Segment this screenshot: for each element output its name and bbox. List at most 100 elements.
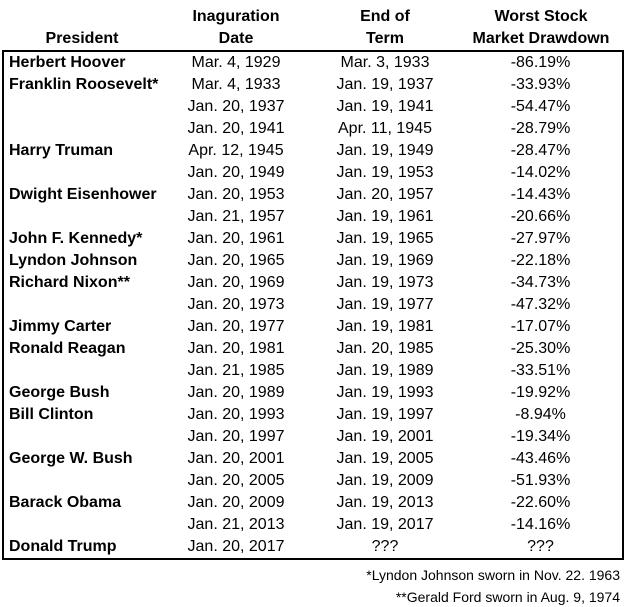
drawdown-cell: -22.60% (510, 494, 571, 511)
president-cell (3, 96, 161, 118)
header-row: President Inaguration Date End of Term W… (3, 6, 623, 51)
drawdown-cell: -14.16% (510, 516, 571, 533)
end-of-term-cell: Jan. 19, 1965 (336, 230, 434, 247)
inauguration-date-cell: Jan. 20, 1981 (187, 340, 285, 357)
president-cell (3, 470, 161, 492)
inauguration-date-cell: Jan. 20, 1953 (187, 186, 285, 203)
drawdown-cell: -34.73% (510, 274, 571, 291)
drawdown-cell: -33.93% (510, 76, 571, 93)
table-row: Jan. 20, 1941 Apr. 11, 1945 -28.79% (3, 118, 623, 140)
inauguration-date-cell: Jan. 20, 1965 (187, 252, 285, 269)
end-of-term-cell: Jan. 19, 2005 (336, 450, 434, 467)
president-cell (3, 206, 161, 228)
president-cell: George W. Bush (9, 450, 133, 467)
header-president-line1 (3, 6, 161, 28)
end-of-term-cell: Jan. 20, 1985 (336, 340, 434, 357)
drawdown-cell: -86.19% (510, 54, 571, 71)
table-row: Jan. 21, 2013 Jan. 19, 2017 -14.16% (3, 514, 623, 536)
inauguration-date-cell: Jan. 20, 1993 (187, 406, 285, 423)
header-inauguration-line1: Inaguration (192, 8, 280, 25)
end-of-term-cell: ??? (371, 538, 399, 555)
drawdown-cell: -8.94% (515, 406, 566, 423)
president-cell: John F. Kennedy* (9, 230, 143, 247)
inauguration-date-cell: Jan. 21, 1957 (187, 208, 285, 225)
drawdown-cell: ??? (527, 538, 554, 555)
drawdown-cell: -19.34% (510, 428, 571, 445)
inauguration-date-cell: Jan. 20, 1941 (187, 120, 285, 137)
header-inauguration-date: Inaguration Date (161, 6, 311, 51)
drawdown-cell: -17.07% (510, 318, 571, 335)
end-of-term-cell: Jan. 19, 1981 (336, 318, 434, 335)
president-cell: Harry Truman (9, 142, 114, 159)
end-of-term-cell: Jan. 20, 1957 (336, 186, 434, 203)
end-of-term-cell: Jan. 19, 2013 (336, 494, 434, 511)
end-of-term-cell: Jan. 19, 1969 (336, 252, 434, 269)
president-cell (3, 118, 161, 140)
inauguration-date-cell: Mar. 4, 1933 (191, 76, 281, 93)
end-of-term-cell: Jan. 19, 1989 (336, 362, 434, 379)
president-cell: Bill Clinton (9, 406, 94, 423)
header-worst-drawdown-line1: Worst Stock (494, 8, 588, 25)
end-of-term-cell: Jan. 19, 1973 (336, 274, 434, 291)
president-cell (3, 360, 161, 382)
inauguration-date-cell: Jan. 20, 1989 (187, 384, 285, 401)
inauguration-date-cell: Jan. 20, 1973 (187, 296, 285, 313)
table-row: Franklin Roosevelt* Mar. 4, 1933 Jan. 19, … (3, 74, 623, 96)
drawdown-cell: -25.30% (510, 340, 571, 357)
end-of-term-cell: Jan. 19, 1961 (336, 208, 434, 225)
president-cell: Dwight Eisenhower (9, 186, 157, 203)
header-worst-drawdown-line2: Market Drawdown (472, 30, 610, 47)
inauguration-date-cell: Jan. 20, 1969 (187, 274, 285, 291)
president-cell: Ronald Reagan (9, 340, 126, 357)
table-row: Jimmy Carter Jan. 20, 1977 Jan. 19, 1981 -1… (3, 316, 623, 338)
table-row: Donald Trump Jan. 20, 2017?????? (3, 536, 623, 559)
president-cell: Lyndon Johnson (9, 252, 138, 269)
president-cell: Franklin Roosevelt* (9, 76, 159, 93)
end-of-term-cell: Jan. 19, 2017 (336, 516, 434, 533)
drawdown-cell: -28.79% (510, 120, 571, 137)
drawdown-cell: -27.97% (510, 230, 571, 247)
inauguration-date-cell: Jan. 20, 1997 (187, 428, 285, 445)
drawdown-cell: -22.18% (510, 252, 571, 269)
table-row: Bill Clinton Jan. 20, 1993 Jan. 19, 1997 -8… (3, 404, 623, 426)
drawdown-cell: -51.93% (510, 472, 571, 489)
drawdown-cell: -43.46% (510, 450, 571, 467)
table-row: John F. Kennedy* Jan. 20, 1961 Jan. 19, 19… (3, 228, 623, 250)
drawdown-cell: -33.51% (510, 362, 571, 379)
header-end-of-term-line2: Term (366, 30, 404, 47)
table-row: Jan. 20, 1997 Jan. 19, 2001 -19.34% (3, 426, 623, 448)
inauguration-date-cell: Jan. 20, 2005 (187, 472, 285, 489)
inauguration-date-cell: Jan. 21, 2013 (187, 516, 285, 533)
table-row: Ronald Reagan Jan. 20, 1981 Jan. 20, 1985 -… (3, 338, 623, 360)
drawdown-cell: -14.43% (510, 186, 571, 203)
table-row: Richard Nixon** Jan. 20, 1969 Jan. 19, 197… (3, 272, 623, 294)
header-end-of-term: End of Term (311, 6, 459, 51)
drawdown-cell: -20.66% (510, 208, 571, 225)
table-header: President Inaguration Date End of Term W… (3, 6, 623, 51)
table-row: George W. Bush Jan. 20, 2001 Jan. 19, 2005… (3, 448, 623, 470)
president-cell: George Bush (9, 384, 110, 401)
drawdown-cell: -28.47% (510, 142, 571, 159)
table-row: Jan. 20, 1937 Jan. 19, 1941 -54.47% (3, 96, 623, 118)
president-cell: Jimmy Carter (9, 318, 112, 335)
table-body: Herbert Hoover Mar. 4, 1929 Mar. 3, 1933 -8… (3, 51, 623, 559)
table-row: Jan. 21, 1985 Jan. 19, 1989 -33.51% (3, 360, 623, 382)
inauguration-date-cell: Jan. 20, 2001 (187, 450, 285, 467)
end-of-term-cell: Apr. 11, 1945 (338, 120, 432, 137)
inauguration-date-cell: Jan. 20, 1937 (187, 98, 285, 115)
end-of-term-cell: Jan. 19, 1941 (336, 98, 434, 115)
end-of-term-cell: Mar. 3, 1933 (340, 54, 430, 71)
table-row: Herbert Hoover Mar. 4, 1929 Mar. 3, 1933 -8… (3, 51, 623, 74)
end-of-term-cell: Jan. 19, 2009 (336, 472, 434, 489)
table-row: George Bush Jan. 20, 1989 Jan. 19, 1993 -19… (3, 382, 623, 404)
end-of-term-cell: Jan. 19, 1953 (336, 164, 434, 181)
table-row: Harry Truman Apr. 12, 1945 Jan. 19, 1949 -2… (3, 140, 623, 162)
header-president: President (3, 6, 161, 51)
president-cell (3, 514, 161, 536)
table-row: Lyndon Johnson Jan. 20, 1965 Jan. 19, 1969… (3, 250, 623, 272)
footnote-johnson: *Lyndon Johnson sworn in Nov. 22. 1963 (366, 567, 620, 583)
inauguration-date-cell: Jan. 20, 1949 (187, 164, 285, 181)
inauguration-date-cell: Jan. 20, 2009 (187, 494, 285, 511)
end-of-term-cell: Jan. 19, 1937 (336, 76, 434, 93)
table-row: Barack Obama Jan. 20, 2009 Jan. 19, 2013 -2… (3, 492, 623, 514)
